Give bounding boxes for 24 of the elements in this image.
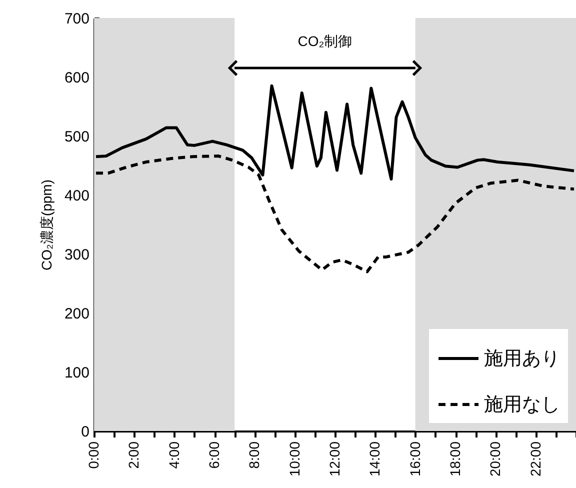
y-tick-label: 500 [64,128,90,146]
legend-label: 施用あり [484,348,560,370]
x-tick-label: 22:00 [527,441,544,477]
x-tick-label: 4:00 [166,441,182,469]
x-tick-label: 14:00 [366,441,383,477]
y-tick-label: 0 [81,424,90,440]
y-axis-title: CO₂濃度(ppm) [38,180,54,270]
y-tick-label: 400 [64,188,90,204]
x-tick-label: 2:00 [126,441,142,469]
y-tick-label: 600 [64,70,90,86]
y-tick-label: 100 [64,364,90,382]
x-tick-label: 12:00 [326,441,342,477]
legend-label: 施用なし [484,394,560,416]
x-tick-label: 18:00 [447,441,463,477]
x-tick-label: 20:00 [487,441,504,477]
x-tick-label: 16:00 [406,441,423,477]
y-tick-label: 700 [64,10,90,28]
x-tick-label: 10:00 [286,441,302,477]
x-tick-label: 6:00 [206,441,222,469]
x-tick-label: 0:00 [86,441,102,469]
annotation: CO₂制御 [298,33,352,49]
x-tick-label: 8:00 [246,441,262,469]
y-tick-label: 300 [64,246,90,264]
y-tick-label: 200 [64,306,90,322]
